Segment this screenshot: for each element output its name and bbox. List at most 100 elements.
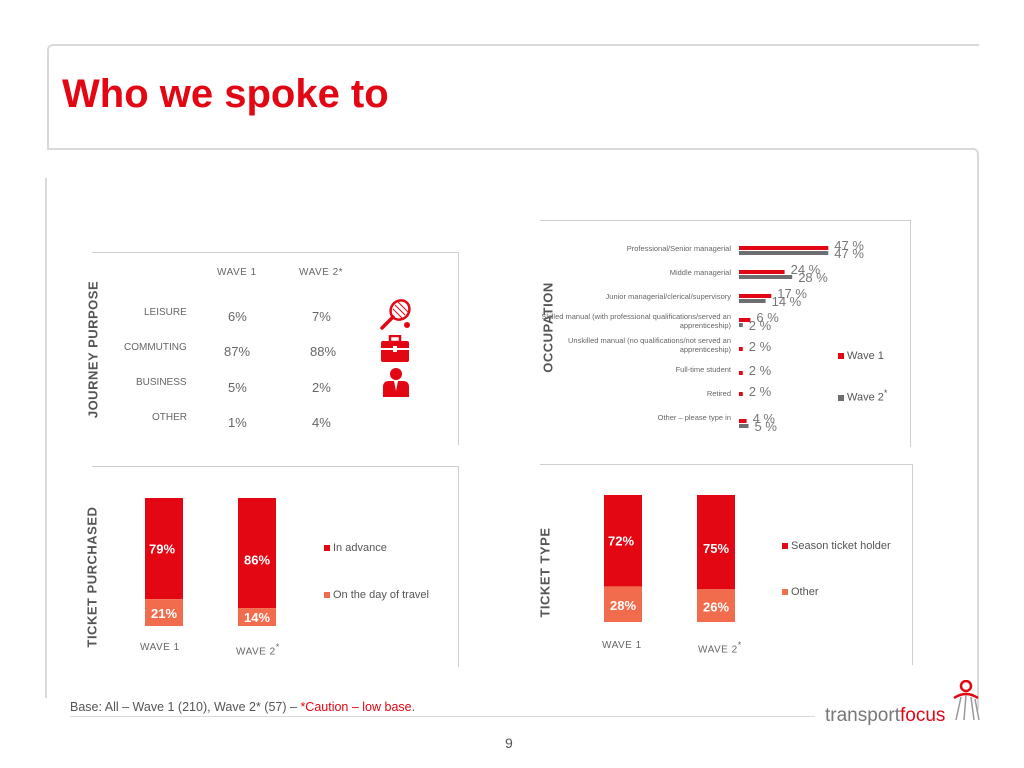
occupation-bar-wave2 <box>739 299 766 303</box>
ticket-purchased-panel <box>92 466 459 667</box>
occupation-category-label: Retired <box>706 389 731 398</box>
occupation-value-label: 24 % <box>790 262 821 277</box>
title-frame <box>47 44 979 150</box>
journey-row-label: OTHER <box>152 412 187 423</box>
page-number: 9 <box>505 735 513 751</box>
occupation-panel <box>540 220 911 447</box>
ticket-purchased-cat-wave2: WAVE 2* <box>236 642 280 657</box>
stacked-bar-top <box>604 495 642 587</box>
journey-row-w1: 1% <box>228 415 247 430</box>
occupation-bar-wave2 <box>739 251 829 255</box>
occupation-bar-wave2 <box>739 275 793 279</box>
occupation-value-label: 47 % <box>834 246 864 261</box>
occupation-bar-wave1 <box>739 419 747 423</box>
journey-row-label: BUSINESS <box>136 377 187 388</box>
content-frame <box>47 148 979 710</box>
stacked-bar-bottom-label: 28% <box>610 598 636 613</box>
cat-label: WAVE 2 <box>236 646 276 658</box>
stacked-bar-top <box>145 498 183 600</box>
page-title: Who we spoke to <box>62 72 389 116</box>
occupation-value-label: 28 % <box>798 270 828 285</box>
stacked-bar-top-label: 86% <box>244 553 270 568</box>
occupation-value-label: 17 % <box>777 286 807 301</box>
cat-note: * <box>275 642 280 652</box>
legend-swatch-wave2 <box>838 394 844 401</box>
journey-row-label: LEISURE <box>144 307 187 318</box>
tennis-racket-icon <box>380 299 411 330</box>
stacked-bar-bottom <box>604 586 642 622</box>
logo-part1: transport <box>825 705 900 726</box>
cat-note: * <box>737 640 742 650</box>
ticket-type-legend-other: Other <box>782 586 819 598</box>
journey-row-w1: 87% <box>224 344 251 359</box>
occupation-value-label: 47 % <box>834 238 864 253</box>
stacked-bar-bottom <box>145 599 183 626</box>
businessman-icon <box>383 368 409 397</box>
occupation-value-label: 14 % <box>771 294 802 309</box>
occupation-value-label: 2 % <box>748 363 772 378</box>
occupation-category-label: Junior managerial/clerical/supervisory <box>605 292 731 301</box>
stacked-bar-bottom <box>238 608 276 626</box>
ticket-type-cat-wave2: WAVE 2* <box>698 640 742 655</box>
stacked-bar-top <box>238 498 276 609</box>
logo-part2: focus <box>899 705 946 726</box>
briefcase-icon <box>381 335 409 362</box>
occupation-bar-wave1 <box>739 270 785 274</box>
journey-purpose-panel <box>92 252 459 445</box>
ticket-purchased-cat-wave1: WAVE 1 <box>140 642 180 653</box>
base-footnote: Base: All – Wave 1 (210), Wave 2* (57) –… <box>70 700 415 714</box>
journey-col-wave1: WAVE 1 <box>217 267 257 278</box>
occupation-bar-wave1 <box>739 392 743 396</box>
occupation-bar-wave1 <box>739 246 829 250</box>
legend-swatch-wave1 <box>838 353 844 360</box>
occupation-bar-wave1 <box>739 371 743 375</box>
legend-swatch-other <box>782 589 788 596</box>
occupation-bar-wave1 <box>739 318 751 322</box>
legend-label-advance: In advance <box>333 542 387 554</box>
footnote-end: . <box>411 700 416 714</box>
legend-swatch-season <box>782 543 788 550</box>
ticket-type-cat-wave1: WAVE 1 <box>602 640 642 651</box>
journey-row-w2: 7% <box>312 309 331 324</box>
stacked-bar-bottom-label: 14% <box>244 610 270 625</box>
frame-left-line <box>45 178 47 698</box>
occupation-bar-wave1 <box>739 347 743 351</box>
ticket-type-panel <box>540 464 913 665</box>
occupation-value-label: 2 % <box>748 339 772 354</box>
occupation-bar-wave1 <box>739 294 772 298</box>
legend-label-day: On the day of travel <box>333 589 429 601</box>
occupation-legend-wave1: Wave 1 <box>838 350 884 362</box>
journey-row-w1: 6% <box>228 309 247 324</box>
occupation-category-label: Full-time student <box>675 365 731 374</box>
footer-divider <box>70 716 815 717</box>
logo-figure-icon <box>953 680 980 721</box>
occupation-value-label: 5 % <box>754 419 777 434</box>
legend-label-wave1: Wave 1 <box>847 350 884 362</box>
stacked-bar-top-label: 72% <box>608 533 634 548</box>
occupation-category-label: Professional/Senior managerial <box>626 244 731 253</box>
legend-label-wave2: Wave 2 <box>847 391 884 404</box>
base-text: Base: All – Wave 1 (210), Wave 2* (57) – <box>70 700 301 714</box>
occupation-legend-wave2: Wave 2* <box>838 388 887 404</box>
ticket-type-legend-season: Season ticket holder <box>782 540 891 552</box>
cat-label: WAVE 2 <box>698 644 738 656</box>
stacked-bar-bottom <box>697 589 735 622</box>
stacked-bar-top <box>697 495 735 590</box>
journey-row-label: COMMUTING <box>124 342 187 353</box>
journey-row-w2: 4% <box>312 415 331 430</box>
legend-swatch-advance <box>324 545 330 552</box>
occupation-category-label: Other – please type in <box>657 413 731 422</box>
stacked-bar-bottom-label: 21% <box>151 606 177 621</box>
journey-row-w1: 5% <box>228 380 247 395</box>
ticket-purchased-legend-advance: In advance <box>324 542 387 554</box>
stacked-bar-top-label: 75% <box>703 541 729 556</box>
ticket-purchased-legend-day: On the day of travel <box>324 589 429 601</box>
journey-col-wave2: WAVE 2* <box>299 267 344 278</box>
legend-label-season: Season ticket holder <box>791 540 891 552</box>
stacked-bar-top-label: 79% <box>149 542 175 557</box>
occupation-value-label: 6 % <box>756 310 779 325</box>
stacked-bar-bottom-label: 26% <box>703 599 729 614</box>
